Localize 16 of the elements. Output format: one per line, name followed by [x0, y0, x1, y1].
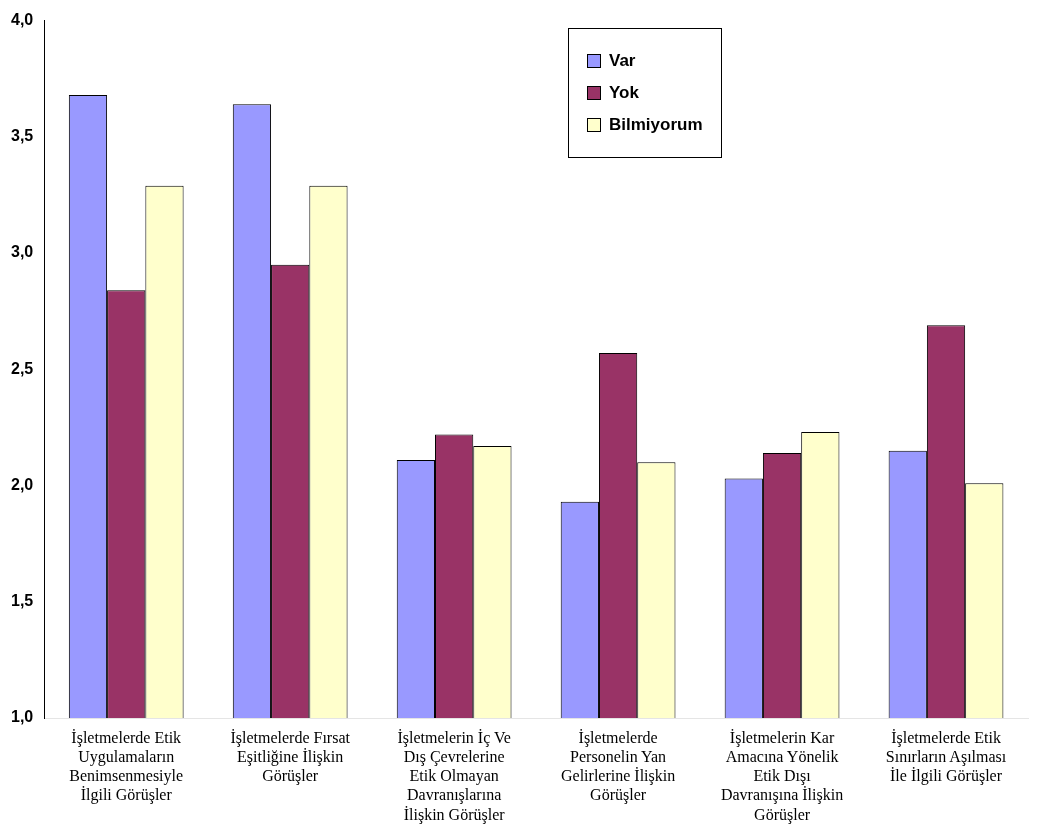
x-tick-label: İşletmelerde Fırsat Eşitliğine İlişkin Görüşler — [230, 728, 351, 786]
x-tick-label: İşletmelerde Personelin Yan Gelirlerine İlişkin Görüşler — [561, 728, 676, 805]
y-tick-label: 2,0 — [10, 475, 34, 493]
x-tick-label: İşletmelerin Kar Amacına Yönelik Etik Dışı Davranışına İlişkin Görüşler — [720, 728, 844, 824]
legend-label: Var — [609, 51, 636, 71]
y-tick-label: 1,5 — [10, 592, 34, 610]
legend-label: Yok — [609, 83, 639, 103]
x-tick-label: İşletmelerin İç Ve Dış Çevrelerine Etik Olmayan Davranışlarına İlişkin Görüşler — [397, 728, 511, 824]
x-tick-label: İşletmelerde Etik Uygulamaların Benimsenmesiyle İlgili Görüşler — [69, 728, 184, 805]
x-tick-label: İşletmelerde Etik Sınırların Aşılması İle İlgili Görüşler — [885, 728, 1007, 786]
y-tick-label: 3,0 — [10, 243, 34, 261]
y-tick-label: 2,5 — [10, 359, 34, 377]
legend-label: Bilmiyorum — [609, 115, 703, 135]
y-tick-label: 1,0 — [10, 708, 34, 726]
y-tick-label: 3,5 — [10, 127, 34, 145]
y-tick-label: 4,0 — [10, 11, 34, 29]
